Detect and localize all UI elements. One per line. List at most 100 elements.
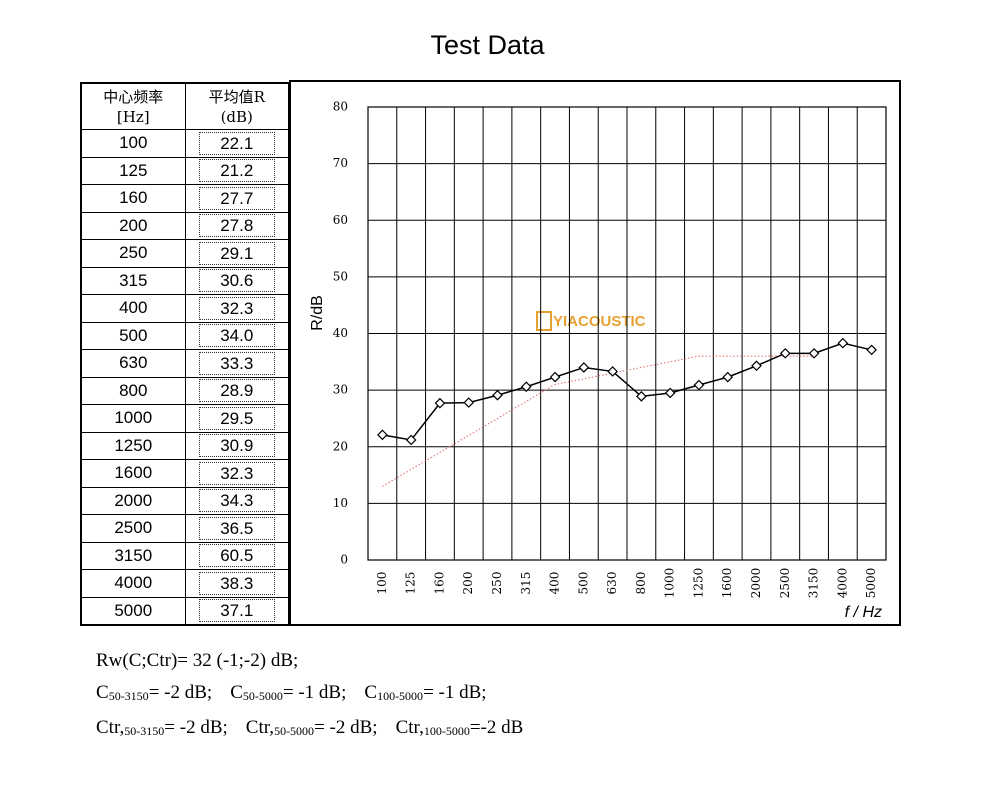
- x-tick-label: 125: [404, 572, 418, 595]
- x-tick-label: 2000: [749, 568, 763, 599]
- value-cell: 27.7: [184, 184, 290, 213]
- note-item: Ctr,50-5000= -2 dB;: [246, 717, 378, 738]
- value-text: 29.1: [198, 241, 275, 265]
- note-rest: =-2 dB: [469, 717, 524, 738]
- x-tick-label: 250: [490, 572, 504, 595]
- logo: YIACOUSTIC: [553, 313, 646, 330]
- note-rest: = -1 dB;: [282, 682, 347, 703]
- note-base: C: [230, 682, 243, 703]
- y-tick-label: 0: [340, 553, 348, 567]
- value-text: 21.2: [198, 159, 275, 183]
- x-axis-label: f / Hz: [845, 604, 882, 621]
- table-row: 200 27.8: [80, 211, 290, 240]
- value-cell: 27.8: [184, 211, 290, 240]
- value-text: 38.3: [198, 571, 275, 595]
- value-cell: 30.6: [184, 266, 290, 295]
- data-point: [693, 379, 705, 391]
- data-point: [751, 360, 762, 372]
- y-axis-label: R/dB: [309, 295, 326, 331]
- value-text: 32.3: [198, 461, 275, 485]
- note-item: Ctr,100-5000=-2 dB: [396, 717, 524, 738]
- note-rest: = -2 dB;: [164, 717, 228, 738]
- note-rest: = -2 dB;: [314, 717, 378, 738]
- value-cell: 22.1: [184, 129, 290, 158]
- frequency-cell: 4000: [80, 569, 186, 598]
- value-text: 37.1: [198, 599, 275, 623]
- note-base: Rw(C;Ctr)= 32 (-1;-2) dB;: [96, 650, 299, 671]
- table-row: 1000 29.5: [80, 404, 290, 433]
- header-cell: 中心频率 [Hz]: [80, 82, 186, 130]
- table-row: 250 29.1: [80, 239, 290, 268]
- header-cell: 平均值R (dB): [184, 82, 290, 130]
- x-tick-label: 315: [519, 572, 533, 595]
- notes: Rw(C;Ctr)= 32 (-1;-2) dB; C50-3150= -2 dB…: [96, 645, 541, 747]
- data-table: 中心频率 [Hz] 平均值R (dB) 100 22.1 125 21.2 160 27.7 200…: [80, 82, 290, 626]
- value-cell: 29.5: [184, 404, 290, 433]
- frequency-cell: 2000: [80, 486, 186, 515]
- data-point: [866, 344, 877, 356]
- header-text: [Hz]: [116, 107, 150, 126]
- note-sub: 50-3150: [108, 689, 149, 703]
- x-tick-label: 400: [548, 572, 562, 595]
- table-row: 400 32.3: [80, 294, 290, 323]
- value-text: 32.3: [198, 296, 275, 320]
- note-sub: 100-5000: [423, 724, 470, 738]
- x-tick-label: 4000: [835, 568, 849, 599]
- value-text: 33.3: [198, 351, 275, 375]
- value-cell: 29.1: [184, 239, 290, 268]
- chart-frame: [289, 80, 901, 626]
- header-text: (dB): [220, 107, 253, 126]
- note-sub: 50-5000: [274, 724, 315, 738]
- y-tick-label: 70: [333, 156, 348, 170]
- data-point: [549, 371, 561, 383]
- value-cell: 34.3: [184, 486, 290, 515]
- data-point: [808, 347, 820, 359]
- logo-icon: [536, 311, 552, 331]
- value-text: 60.5: [198, 544, 275, 568]
- value-text: 27.8: [198, 214, 275, 238]
- value-text: 30.6: [198, 269, 275, 293]
- y-tick-label: 40: [333, 326, 348, 340]
- note-sub: 100-5000: [377, 689, 424, 703]
- x-tick-label: 800: [634, 572, 648, 595]
- y-tick-label: 20: [333, 439, 348, 453]
- y-tick-label: 60: [333, 213, 348, 227]
- note-rest: = -1 dB;: [423, 682, 487, 703]
- value-text: 27.7: [198, 186, 275, 210]
- data-point: [405, 434, 417, 446]
- frequency-cell: 630: [80, 349, 186, 378]
- data-point: [837, 337, 849, 349]
- note-sub: 50-5000: [242, 689, 283, 703]
- table-row: 5000 37.1: [80, 596, 290, 626]
- data-point: [492, 389, 503, 401]
- y-tick-label: 80: [333, 100, 348, 114]
- note-item: C100-5000= -1 dB;: [364, 682, 486, 703]
- note-item: C50-5000= -1 dB;: [230, 682, 346, 703]
- data-point: [463, 397, 475, 408]
- x-tick-label: 100: [375, 572, 389, 595]
- frequency-cell: 250: [80, 239, 186, 268]
- data-point: [607, 366, 618, 377]
- note-base: Ctr,: [96, 717, 125, 738]
- table-row: 315 30.6: [80, 266, 290, 295]
- note-sub: 50-3150: [124, 724, 165, 738]
- data-point: [377, 429, 388, 441]
- note-base: C: [364, 682, 378, 703]
- value-text: 30.9: [198, 434, 275, 458]
- frequency-cell: 100: [80, 129, 186, 158]
- data-point: [779, 347, 791, 359]
- value-cell: 37.1: [184, 596, 290, 626]
- table-row: 4000 38.3: [80, 569, 290, 598]
- table-row: 2000 34.3: [80, 486, 290, 515]
- note-base: C: [96, 682, 109, 703]
- note-line: C50-3150= -2 dB; C50-5000= -1 dB; C100-500…: [96, 677, 541, 712]
- frequency-cell: 125: [80, 156, 186, 185]
- value-cell: 28.9: [184, 376, 290, 405]
- value-text: 22.1: [198, 131, 275, 155]
- value-cell: 21.2: [184, 156, 290, 185]
- y-tick-label: 50: [333, 269, 348, 283]
- table-row: 125 21.2: [80, 156, 290, 185]
- table-row: 800 28.9: [80, 376, 290, 405]
